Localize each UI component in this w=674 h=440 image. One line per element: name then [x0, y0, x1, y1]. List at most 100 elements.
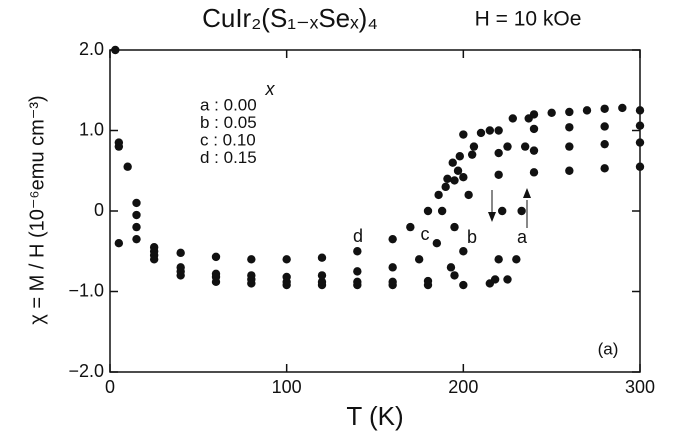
data-point	[317, 277, 327, 287]
y-axis-label: χ = M / H (10⁻⁶emu cm⁻³)	[26, 95, 48, 324]
data-point	[443, 174, 452, 183]
data-point	[388, 263, 397, 272]
panel-label: (a)	[598, 339, 619, 358]
data-point	[432, 239, 442, 248]
y-tick-label: −1.0	[68, 280, 104, 300]
data-point	[132, 210, 141, 220]
data-point	[600, 104, 609, 113]
data-point	[353, 247, 362, 256]
x-tick-label: 200	[448, 377, 478, 397]
data-point	[635, 162, 645, 171]
y-tick-label: 0	[94, 200, 104, 220]
data-point	[529, 124, 539, 134]
data-point	[423, 276, 433, 286]
data-point	[211, 252, 221, 262]
data-point	[600, 122, 609, 131]
data-point	[565, 123, 574, 132]
data-point	[446, 263, 456, 272]
series-label: c	[421, 224, 430, 244]
y-tick-label: −2.0	[68, 361, 104, 381]
data-point	[441, 182, 450, 192]
data-point	[459, 280, 468, 290]
data-point	[317, 253, 327, 262]
data-point	[498, 206, 507, 216]
legend-entry: c : 0.10	[200, 130, 256, 149]
data-point	[582, 106, 592, 115]
data-point	[476, 128, 486, 138]
data-point	[490, 275, 500, 284]
data-point	[211, 269, 221, 278]
data-point	[114, 239, 124, 248]
data-point	[517, 206, 526, 216]
data-point	[547, 108, 556, 117]
data-point	[494, 126, 503, 135]
x-tick-label: 300	[625, 377, 655, 397]
data-point	[529, 168, 539, 177]
data-point	[485, 126, 495, 135]
data-point	[414, 255, 424, 264]
data-point	[282, 255, 291, 264]
data-point	[494, 170, 503, 179]
data-point	[635, 138, 645, 147]
data-point	[459, 247, 468, 256]
series-label: d	[353, 226, 363, 246]
data-point	[132, 222, 141, 232]
data-point	[508, 114, 517, 123]
data-point	[176, 248, 185, 258]
annotation: H = 10 kOe	[475, 8, 582, 31]
data-point	[317, 271, 327, 280]
data-point	[176, 263, 185, 272]
series-label: b	[467, 227, 477, 247]
data-point	[565, 142, 574, 151]
chart-title: CuIr₂(S₁₋ₓSeₓ)₄	[202, 3, 378, 33]
data-point	[455, 152, 464, 161]
data-point	[247, 271, 256, 280]
arrow-up-head	[523, 188, 531, 198]
data-point	[388, 234, 397, 244]
data-point	[149, 243, 159, 252]
data-point	[464, 190, 473, 200]
data-point	[520, 142, 530, 151]
x-axis-label: T (K)	[346, 401, 403, 431]
data-point	[635, 121, 645, 130]
y-tick-label: 2.0	[79, 39, 104, 59]
arrow-down-head	[488, 212, 496, 222]
legend-title: x	[265, 79, 276, 99]
data-point	[512, 255, 521, 264]
data-point	[469, 142, 479, 151]
data-point	[635, 106, 645, 115]
data-point	[132, 234, 141, 244]
data-point	[503, 142, 512, 151]
data-point	[467, 150, 477, 159]
data-point	[450, 176, 459, 185]
data-point	[111, 45, 120, 55]
data-point	[132, 198, 141, 208]
data-point	[529, 146, 539, 155]
data-point	[448, 158, 457, 167]
legend-entry: d : 0.15	[200, 148, 257, 167]
data-point	[434, 190, 443, 200]
data-point	[114, 142, 124, 151]
data-point	[618, 103, 627, 113]
data-point	[565, 107, 574, 117]
data-point	[388, 277, 397, 287]
data-point	[450, 271, 459, 280]
plot-frame	[109, 49, 641, 373]
data-point	[123, 162, 132, 171]
data-point	[450, 222, 459, 232]
series-label: a	[517, 227, 528, 247]
data-point	[494, 148, 503, 158]
data-point	[353, 277, 362, 287]
x-tick-label: 0	[105, 377, 115, 397]
legend-entry: b : 0.05	[200, 113, 257, 132]
data-point	[565, 166, 574, 175]
data-point	[459, 130, 468, 139]
data-point	[600, 164, 609, 173]
data-point	[494, 255, 503, 264]
data-point	[459, 172, 468, 182]
y-tick-label: 1.0	[79, 119, 104, 139]
legend-entry: a : 0.00	[200, 95, 257, 114]
data-point	[503, 275, 512, 284]
data-point	[600, 139, 609, 149]
